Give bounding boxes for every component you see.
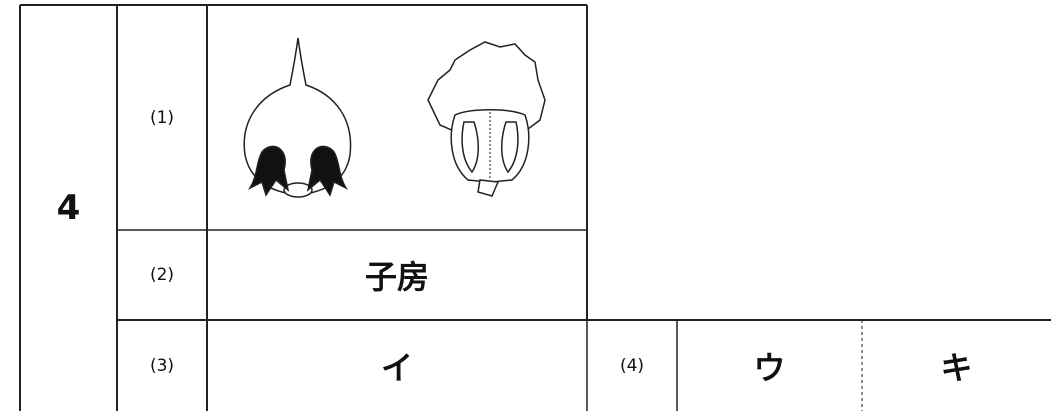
answer: ウ <box>753 348 786 387</box>
question-number: 4 <box>56 188 81 228</box>
pistil-drawing <box>243 37 352 198</box>
item-label: (3) <box>149 355 175 376</box>
item-label: (2) <box>149 265 175 285</box>
flower-drawing <box>427 41 546 197</box>
item-label: (4) <box>619 355 645 376</box>
answer: イ <box>380 348 413 387</box>
answer: キ <box>940 348 973 387</box>
answer: 子房 <box>364 258 429 296</box>
item-label: (1) <box>149 107 175 128</box>
